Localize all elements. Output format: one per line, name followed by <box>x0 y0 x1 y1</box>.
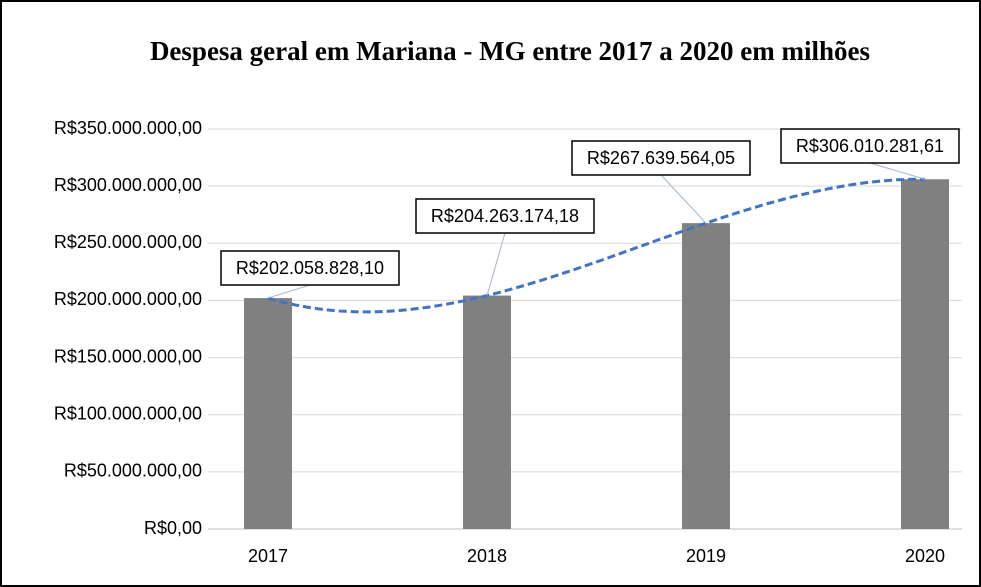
y-tick-label: R$200.000.000,00 <box>54 289 202 309</box>
y-tick-label: R$350.000.000,00 <box>54 118 202 138</box>
data-label-box <box>571 140 751 176</box>
bar <box>244 298 292 529</box>
leader-line <box>869 162 926 180</box>
y-tick-label: R$150.000.000,00 <box>54 346 202 366</box>
x-tick-label: 2018 <box>467 546 507 566</box>
data-label-box <box>780 128 960 164</box>
x-tick-label: 2019 <box>686 546 726 566</box>
bar <box>463 295 511 529</box>
y-tick-label: R$50.000.000,00 <box>64 461 202 481</box>
bar <box>901 179 949 529</box>
bar <box>682 223 730 529</box>
chart-title: Despesa geral em Mariana - MG entre 2017… <box>149 36 871 66</box>
data-label: R$306.010.281,61 <box>796 136 944 156</box>
data-label-box <box>415 198 595 234</box>
y-tick-label: R$100.000.000,00 <box>54 403 202 423</box>
leader-line <box>486 232 506 296</box>
x-tick-label: 2020 <box>905 546 945 566</box>
data-label-box <box>220 250 400 286</box>
data-label: R$202.058.828,10 <box>236 258 384 278</box>
y-tick-label: R$0,00 <box>144 518 202 538</box>
trendline <box>267 177 926 314</box>
leader-line <box>267 284 311 299</box>
x-tick-label: 2017 <box>248 546 288 566</box>
data-label: R$267.639.564,05 <box>587 148 735 168</box>
y-tick-label: R$250.000.000,00 <box>54 232 202 252</box>
data-label: R$204.263.174,18 <box>431 206 579 226</box>
leader-line <box>660 174 707 224</box>
y-tick-label: R$300.000.000,00 <box>54 175 202 195</box>
